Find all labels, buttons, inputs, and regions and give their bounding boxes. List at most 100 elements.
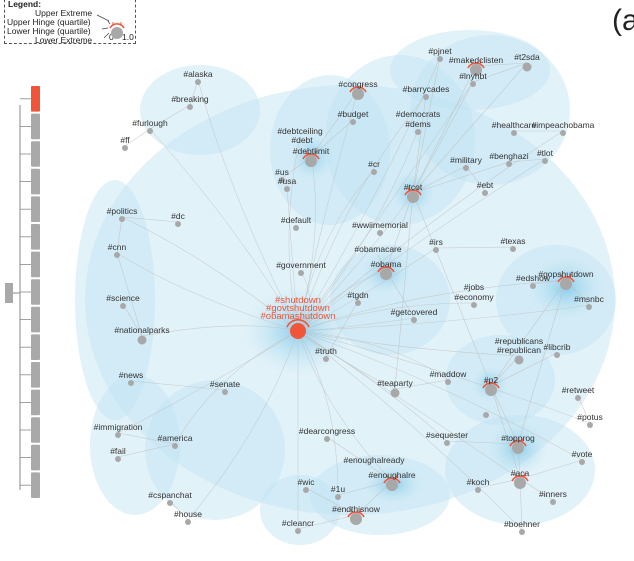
node-p2[interactable]: #p2 (482, 375, 500, 396)
slider-segment[interactable] (31, 86, 40, 112)
node-wic[interactable]: #wic (297, 477, 315, 493)
node-koch[interactable]: #koch (467, 477, 490, 493)
slider-segment[interactable] (31, 472, 40, 498)
slider-segment[interactable] (31, 334, 40, 360)
slider-segment[interactable] (31, 417, 40, 443)
node-impeachobama[interactable]: #impeachobama (532, 120, 595, 136)
node-maddow[interactable]: #maddow (430, 369, 468, 385)
node-economy[interactable]: #economy (454, 292, 494, 308)
highlight-node-shutdown[interactable]: #shutdown#govtshutdown#obamashutdown (261, 295, 336, 339)
node-irs[interactable]: #irs (429, 237, 443, 253)
node-retweet[interactable]: #retweet (562, 385, 595, 401)
node-default[interactable]: #default (281, 215, 312, 231)
node-cspanchat[interactable]: #cspanchat (148, 490, 192, 506)
time-slider[interactable] (5, 86, 40, 498)
node-congress[interactable]: #congress (338, 79, 378, 100)
node-science[interactable]: #science (106, 293, 140, 309)
node-libcrib[interactable]: #libcrib (544, 342, 571, 358)
node-endthisnow[interactable]: #endthisnow (332, 504, 381, 525)
node-jobs[interactable]: #jobs (464, 282, 484, 292)
node-gopshutdown[interactable]: #gopshutdown (538, 269, 594, 290)
node-senate[interactable]: #senate (210, 379, 241, 395)
slider-segment[interactable] (31, 306, 40, 333)
node-furlough[interactable]: #furlough (132, 118, 168, 134)
node-dems[interactable]: #dems (405, 119, 431, 135)
node-immigration[interactable]: #immigration (94, 422, 143, 438)
node-wwiimemorial[interactable]: #wwiimemorial (352, 220, 408, 236)
node-republicans[interactable]: #republicans (495, 336, 543, 346)
node-alaska[interactable]: #alaska (183, 69, 213, 85)
node-obamacare[interactable]: #obamacare (354, 244, 402, 254)
slider-segment[interactable] (31, 251, 40, 278)
slider-handle[interactable] (5, 283, 13, 303)
node-label: #obamacare (354, 244, 402, 254)
node-debtceiling[interactable]: #debtceiling (277, 126, 323, 136)
node-house[interactable]: #house (174, 509, 202, 525)
node-military[interactable]: #military (450, 155, 483, 171)
slider-segment[interactable] (31, 389, 40, 416)
node-tcot[interactable]: #tcot (404, 182, 423, 203)
node-tgdn[interactable]: #tgdn (347, 290, 369, 306)
node-enoughalready[interactable]: #enoughalready (344, 455, 406, 465)
slider-segment[interactable] (31, 113, 40, 140)
node-barrycades[interactable]: #barrycades (403, 84, 450, 100)
node-republican[interactable]: #republican (497, 345, 541, 365)
node-label: #enoughalre (368, 470, 416, 480)
slider-segment[interactable] (31, 444, 40, 471)
node-sequester[interactable]: #sequester (426, 430, 468, 446)
slider-segment[interactable] (31, 279, 40, 305)
node-fail[interactable]: #fail (110, 446, 126, 462)
node-obama[interactable]: #obama (371, 259, 402, 280)
node-politics[interactable]: #politics (107, 206, 138, 222)
node-enoughalre[interactable]: #enoughalre (368, 470, 416, 491)
node-1u[interactable]: #1u (331, 484, 345, 500)
node-vote[interactable]: #vote (572, 449, 593, 465)
node-debt[interactable]: #debt (291, 135, 313, 145)
node-government[interactable]: #government (276, 260, 326, 276)
slider-segment[interactable] (31, 362, 40, 388)
node-america[interactable]: #america (158, 433, 193, 449)
node-texas[interactable]: #texas (500, 236, 526, 252)
node-boehner[interactable]: #boehner (504, 519, 540, 535)
node-debtlimit[interactable]: #debtlimit (293, 146, 330, 167)
node-edshow[interactable]: #edshow (516, 273, 551, 289)
node-aca[interactable]: #aca (511, 468, 530, 489)
node-dot (587, 422, 593, 428)
slider-segment[interactable] (31, 141, 40, 167)
node-breaking[interactable]: #breaking (171, 94, 209, 110)
node-benghazi[interactable]: #benghazi (489, 151, 529, 167)
slider-segment[interactable] (31, 224, 40, 250)
node-pjnet[interactable]: #pjnet (428, 46, 452, 62)
node-news[interactable]: #news (119, 370, 144, 386)
node-msnbc[interactable]: #msnbc (574, 294, 605, 310)
node-teaparty[interactable]: #teaparty (377, 378, 413, 398)
node-usa[interactable]: #usa (278, 176, 297, 192)
node-potus[interactable]: #potus (577, 412, 603, 428)
node-t2sda[interactable]: #t2sda (514, 52, 540, 72)
node-truth[interactable]: #truth (315, 346, 337, 362)
node-topprog[interactable]: #topprog (501, 433, 535, 454)
slider-segment[interactable] (31, 168, 40, 195)
node-inners[interactable]: #inners (539, 489, 567, 505)
node-budget[interactable]: #budget (338, 109, 369, 125)
node-label: #nationalparks (114, 325, 169, 335)
slider-segment[interactable] (31, 196, 40, 222)
node-makedclisten[interactable]: #makedclisten (449, 55, 504, 76)
node-dearcongress[interactable]: #dearcongress (299, 426, 355, 442)
node-ff[interactable]: #ff (120, 135, 130, 151)
node-cnn[interactable]: #cnn (108, 242, 127, 258)
node-getcovered[interactable]: #getcovered (391, 307, 438, 323)
node-lnyhbt[interactable]: #lnyhbt (459, 71, 487, 87)
node-label: #military (450, 155, 482, 165)
node-tlot[interactable]: #tlot (537, 148, 554, 164)
node-us[interactable]: #us (275, 167, 289, 183)
node-healthcare[interactable]: #healthcare (492, 120, 537, 136)
extreme-tick (416, 186, 419, 192)
node-ebt[interactable]: #ebt (477, 180, 494, 196)
node-unnamed1[interactable] (483, 412, 489, 418)
node-cr[interactable]: #cr (368, 159, 380, 175)
node-democrats[interactable]: #democrats (396, 109, 440, 119)
node-cleancr[interactable]: #cleancr (282, 518, 314, 534)
node-nationalparks[interactable]: #nationalparks (114, 325, 170, 345)
node-dc[interactable]: #dc (171, 211, 186, 227)
